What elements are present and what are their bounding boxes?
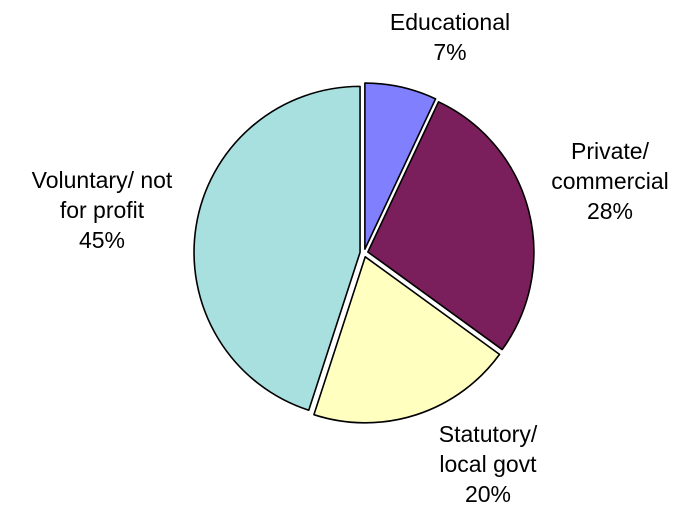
slice-category-label: for profit — [60, 197, 145, 223]
slice-category-label: Educational — [390, 9, 510, 35]
slice-label-1: Educational 7% — [390, 9, 510, 65]
pie-slice-4 — [193, 85, 361, 412]
pie-labels: Educational 7% Private/commercial 28% Statut… — [32, 9, 669, 507]
pie-slice-3 — [313, 256, 501, 424]
slice-percent-label: 28% — [587, 198, 633, 224]
slice-category-label: Private/ — [571, 138, 650, 164]
slice-category-label: Statutory/ — [439, 421, 538, 447]
pie-slices — [193, 82, 535, 424]
slice-percent-label: 45% — [79, 227, 125, 253]
slice-category-label: local govt — [439, 451, 537, 477]
slice-label-2: Private/commercial 28% — [551, 138, 669, 224]
pie-slice-2 — [367, 101, 535, 351]
slice-percent-label: 7% — [433, 39, 466, 65]
slice-label-4: Voluntary/ not for profit 45% — [32, 167, 173, 253]
pie-slice-1 — [364, 82, 437, 250]
slice-percent-label: 20% — [465, 481, 511, 507]
slice-label-3: Statutory/local govt 20% — [439, 421, 538, 507]
slice-category-label: Voluntary/ not — [32, 167, 173, 193]
slice-category-label: commercial — [551, 168, 669, 194]
